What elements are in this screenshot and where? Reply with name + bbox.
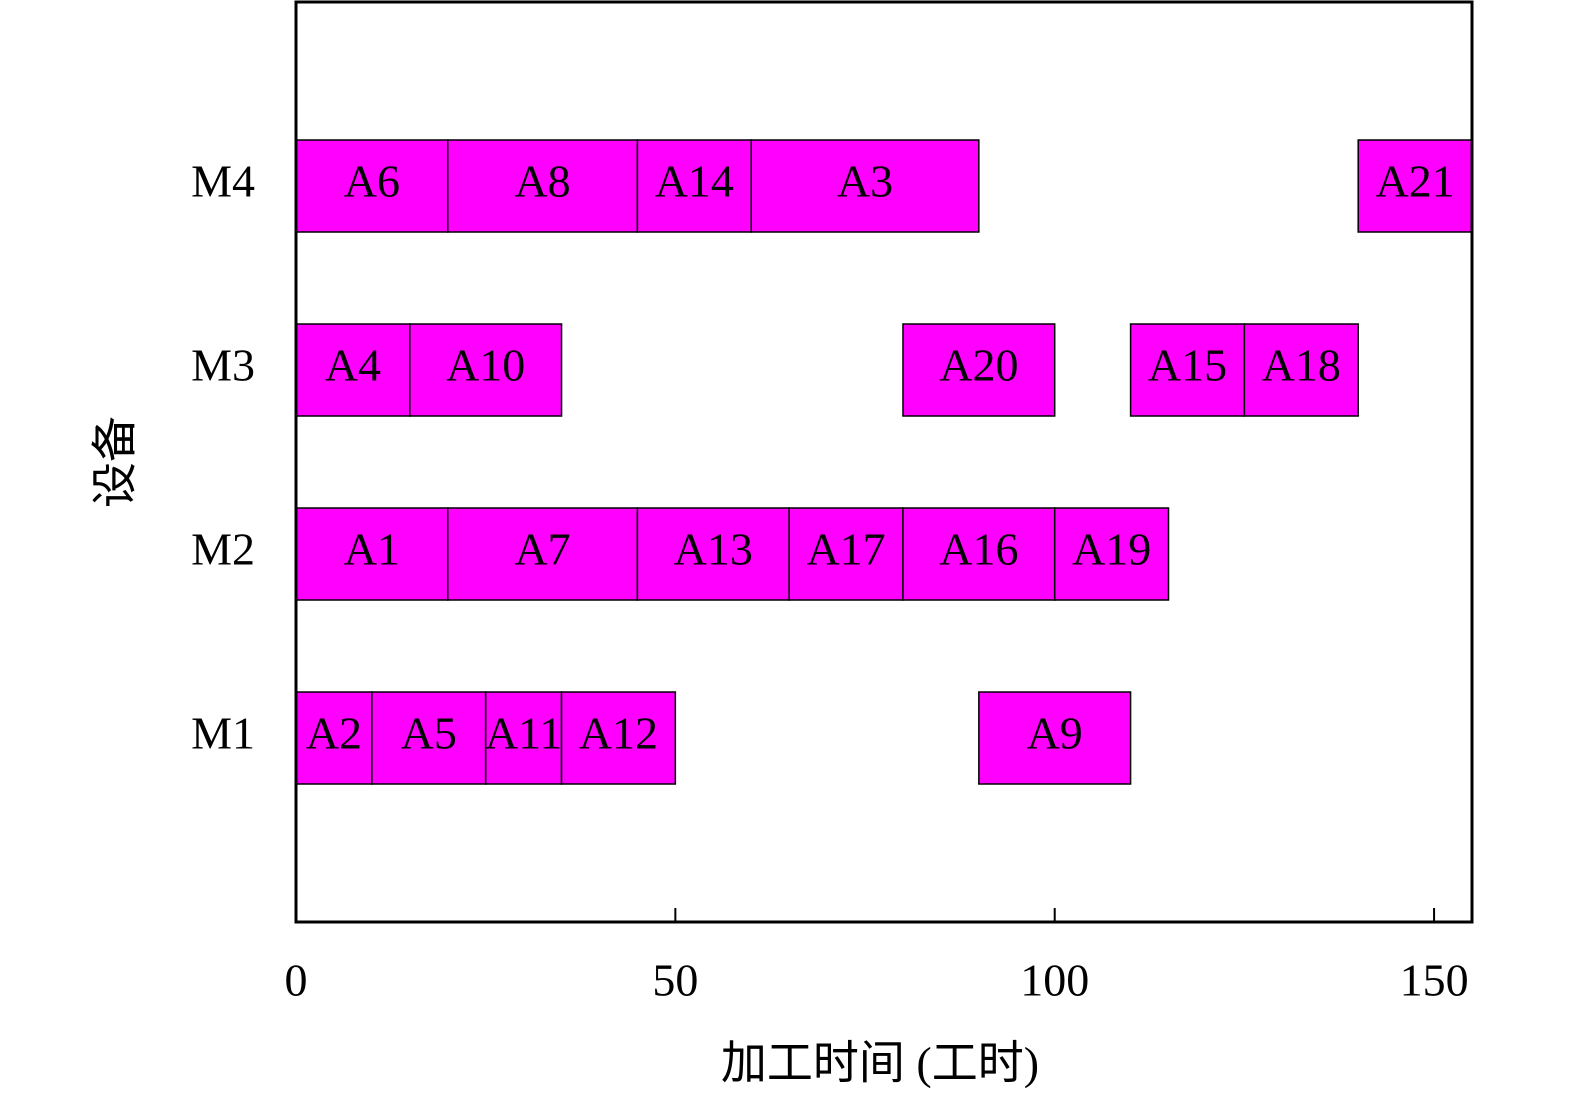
task-label: A8 (514, 156, 570, 207)
task-bar (788, 507, 904, 601)
task-label: A16 (939, 524, 1018, 575)
y-tick-label: M3 (191, 340, 255, 391)
task-bar (560, 691, 677, 785)
task-label: A13 (674, 524, 753, 575)
task-label: A5 (401, 708, 457, 759)
task-bar (371, 691, 487, 785)
plot-frame (294, 0, 1474, 924)
task-label: A18 (1262, 340, 1341, 391)
task-bar (1243, 323, 1359, 417)
task-bar (636, 139, 752, 233)
task-bar (1053, 507, 1170, 601)
task-label: A7 (514, 524, 570, 575)
task-bar (446, 139, 639, 233)
task-bar (902, 507, 1056, 601)
task-label: A6 (344, 156, 400, 207)
y-axis-label: 设备 (90, 416, 141, 508)
task-label: A1 (344, 524, 400, 575)
task-bar (295, 323, 411, 417)
y-tick-label: M2 (191, 524, 255, 575)
task-label: A15 (1148, 340, 1227, 391)
task-label: A19 (1072, 524, 1151, 575)
task-bar (295, 691, 373, 785)
task-label: A17 (806, 524, 885, 575)
task-bar (1357, 139, 1473, 233)
task-label: A14 (655, 156, 734, 207)
x-tick-label: 0 (285, 955, 308, 1006)
y-tick-label: M1 (191, 708, 255, 759)
task-label: A20 (939, 340, 1018, 391)
task-bar (978, 691, 1132, 785)
task-bar (484, 691, 563, 785)
task-label: A12 (579, 708, 658, 759)
y-tick-label: M4 (191, 156, 255, 207)
task-label: A11 (485, 708, 563, 759)
task-label: A2 (306, 708, 362, 759)
task-bar (750, 139, 980, 233)
x-tick-label: 50 (652, 955, 698, 1006)
task-label: A10 (446, 340, 525, 391)
task-label: A21 (1375, 156, 1454, 207)
task-bar (409, 323, 563, 417)
task-label: A4 (325, 340, 381, 391)
x-tick-label: 150 (1400, 955, 1469, 1006)
task-bar (902, 323, 1056, 417)
x-axis-label: 加工时间 (工时) (721, 1038, 1039, 1089)
task-label: A3 (837, 156, 893, 207)
task-label: A9 (1027, 708, 1083, 759)
x-tick-label: 100 (1020, 955, 1089, 1006)
